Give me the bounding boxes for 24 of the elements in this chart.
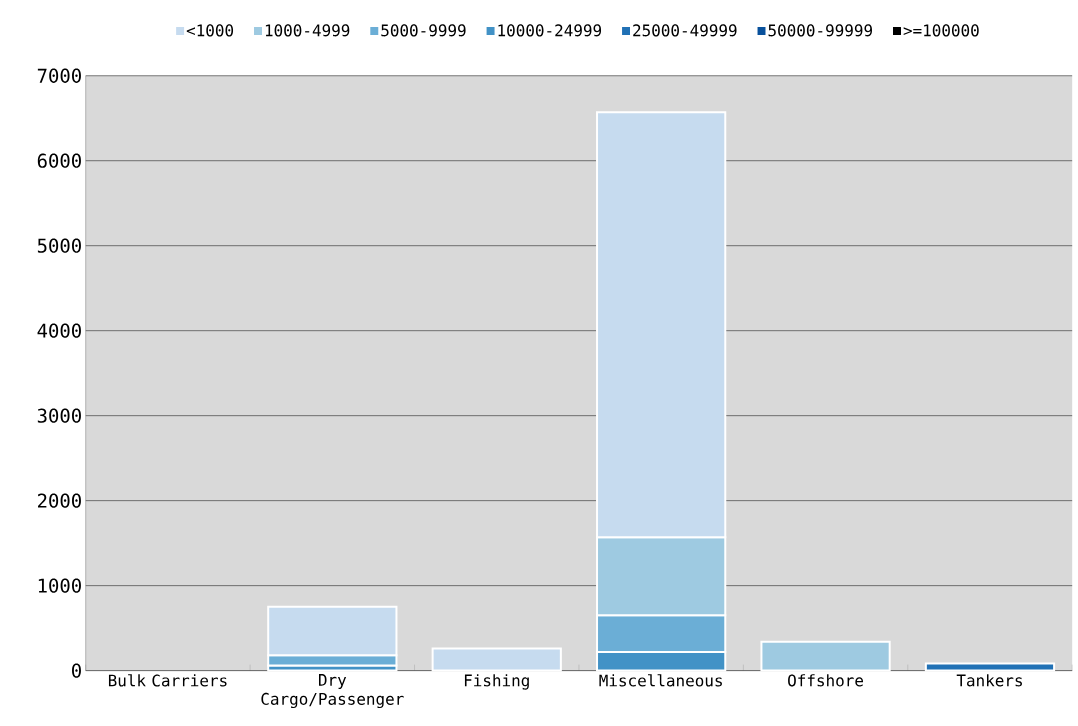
y-tick-label: 5000: [37, 238, 81, 253]
bar: [431, 647, 562, 672]
legend-label: 50000-99999: [768, 24, 872, 37]
y-tick-label: 6000: [37, 153, 81, 168]
y-tick-label: 7000: [37, 68, 81, 83]
bar: [924, 662, 1056, 672]
legend-label: >=100000: [903, 24, 979, 37]
x-tick-label: Miscellaneous: [599, 673, 722, 687]
x-tick-label: Tankers: [956, 673, 1022, 687]
x-tick-label: Bulk Carriers: [108, 673, 227, 687]
y-tick-label: 1000: [38, 578, 81, 593]
legend-label: 10000-24999: [498, 24, 602, 37]
y-tick-label: 2000: [38, 493, 81, 508]
legend-label: 25000-49999: [633, 24, 737, 37]
x-tick-label: Offshore: [788, 673, 864, 687]
x-tick-label: Dry Cargo/Passenger: [261, 673, 404, 708]
y-tick-label: 3000: [37, 408, 81, 423]
x-tick-label: Fishing: [464, 673, 529, 690]
legend-label: 1000-4999: [265, 24, 350, 37]
bar: [760, 640, 891, 672]
y-tick-label: 0: [72, 663, 81, 678]
legend-label: <1000: [186, 24, 234, 37]
legend-label: 5000-9999: [381, 24, 466, 37]
y-tick-label: 4000: [37, 323, 81, 338]
